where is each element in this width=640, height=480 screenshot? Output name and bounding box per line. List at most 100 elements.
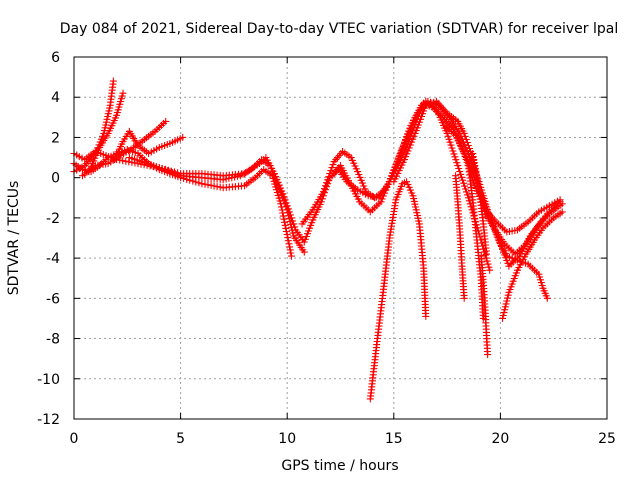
series-arc-09 bbox=[328, 99, 564, 236]
data-point-marker bbox=[403, 134, 411, 142]
data-point-marker bbox=[189, 177, 197, 185]
data-point-marker bbox=[104, 154, 112, 162]
series-arc-04 bbox=[85, 89, 127, 176]
data-point-marker bbox=[277, 184, 284, 192]
data-point-marker bbox=[325, 173, 333, 181]
data-point-marker bbox=[485, 211, 493, 219]
data-point-marker bbox=[270, 170, 278, 178]
data-point-marker bbox=[179, 133, 187, 141]
data-point-marker bbox=[283, 231, 291, 239]
data-point-marker bbox=[457, 170, 465, 178]
data-point-marker bbox=[502, 300, 510, 308]
data-point-marker bbox=[281, 218, 289, 226]
data-point-marker bbox=[286, 243, 294, 251]
data-point-marker bbox=[286, 246, 294, 254]
data-point-marker bbox=[444, 132, 452, 140]
data-point-marker bbox=[207, 181, 215, 189]
data-point-marker bbox=[186, 176, 194, 184]
data-point-marker bbox=[119, 157, 127, 165]
y-tick-label: -10 bbox=[37, 372, 60, 388]
y-tick-label: 2 bbox=[51, 130, 60, 146]
data-point-marker bbox=[384, 180, 392, 188]
data-point-marker bbox=[288, 214, 295, 222]
data-point-marker bbox=[390, 166, 398, 174]
data-point-marker bbox=[503, 297, 511, 305]
data-point-marker bbox=[462, 185, 469, 193]
data-point-marker bbox=[464, 142, 472, 149]
data-point-marker bbox=[445, 135, 453, 143]
data-point-marker bbox=[397, 148, 405, 156]
data-point-marker bbox=[399, 142, 407, 150]
data-point-marker bbox=[500, 309, 508, 317]
data-point-marker bbox=[273, 189, 281, 196]
data-point-marker bbox=[504, 291, 512, 299]
y-tick-label: 4 bbox=[51, 90, 60, 106]
data-point-marker bbox=[356, 173, 364, 181]
data-point-marker bbox=[284, 205, 292, 213]
data-point-marker bbox=[324, 176, 332, 184]
data-point-marker bbox=[558, 200, 566, 208]
data-point-marker bbox=[454, 162, 462, 170]
data-point-marker bbox=[168, 167, 175, 175]
data-point-marker bbox=[465, 197, 473, 205]
data-point-marker bbox=[406, 141, 414, 149]
data-point-marker bbox=[499, 314, 506, 322]
data-point-marker bbox=[460, 129, 468, 137]
data-point-marker bbox=[109, 77, 117, 85]
chart-title: Day 084 of 2021, Sidereal Day-to-day VTE… bbox=[60, 21, 618, 37]
data-point-marker bbox=[404, 131, 412, 139]
data-point-marker bbox=[277, 203, 285, 211]
data-point-marker bbox=[394, 157, 401, 165]
data-point-marker bbox=[461, 182, 468, 190]
series-arc-13 bbox=[366, 178, 430, 403]
data-point-marker bbox=[463, 139, 471, 146]
data-point-marker bbox=[272, 173, 280, 180]
data-point-marker bbox=[453, 159, 461, 167]
data-point-marker bbox=[102, 118, 110, 126]
series-arc-12 bbox=[499, 208, 566, 322]
data-point-marker bbox=[282, 228, 290, 235]
data-point-marker bbox=[469, 153, 477, 161]
data-point-marker bbox=[448, 144, 456, 152]
data-point-marker bbox=[389, 169, 397, 177]
y-axis-title: SDTVAR / TECUs bbox=[6, 181, 22, 296]
data-point-marker bbox=[328, 164, 336, 172]
data-point-marker bbox=[286, 211, 294, 219]
data-point-marker bbox=[283, 202, 291, 210]
data-point-marker bbox=[396, 151, 404, 159]
data-point-marker bbox=[446, 138, 454, 146]
data-point-marker bbox=[486, 214, 494, 222]
data-point-marker bbox=[462, 154, 470, 162]
data-point-marker bbox=[354, 168, 362, 176]
x-tick-label: 15 bbox=[385, 431, 403, 447]
data-point-marker bbox=[405, 128, 413, 136]
data-point-marker bbox=[401, 140, 408, 147]
data-point-marker bbox=[537, 279, 545, 287]
data-point-marker bbox=[382, 186, 390, 194]
data-point-marker bbox=[122, 157, 130, 165]
x-tick-label: 0 bbox=[70, 431, 79, 447]
data-point-marker bbox=[279, 209, 287, 217]
series-arc-16 bbox=[477, 252, 492, 359]
data-point-marker bbox=[273, 175, 281, 183]
data-point-marker bbox=[483, 250, 490, 258]
data-point-marker bbox=[155, 164, 163, 172]
data-point-marker bbox=[490, 222, 497, 230]
data-point-marker bbox=[477, 252, 485, 260]
data-point-marker bbox=[406, 186, 414, 194]
data-point-marker bbox=[492, 228, 500, 236]
data-point-marker bbox=[281, 221, 289, 229]
data-point-marker bbox=[486, 266, 494, 274]
series-arc-15 bbox=[464, 150, 490, 322]
data-point-marker bbox=[210, 182, 218, 190]
data-point-marker bbox=[402, 153, 410, 161]
data-point-marker bbox=[451, 153, 459, 161]
data-point-marker bbox=[195, 179, 203, 187]
data-point-marker bbox=[450, 150, 458, 158]
data-point-marker bbox=[463, 188, 470, 196]
data-point-marker bbox=[483, 257, 491, 265]
data-point-marker bbox=[282, 199, 290, 207]
data-point-marker bbox=[360, 182, 368, 190]
data-point-marker bbox=[459, 176, 467, 184]
data-point-marker bbox=[412, 206, 420, 214]
